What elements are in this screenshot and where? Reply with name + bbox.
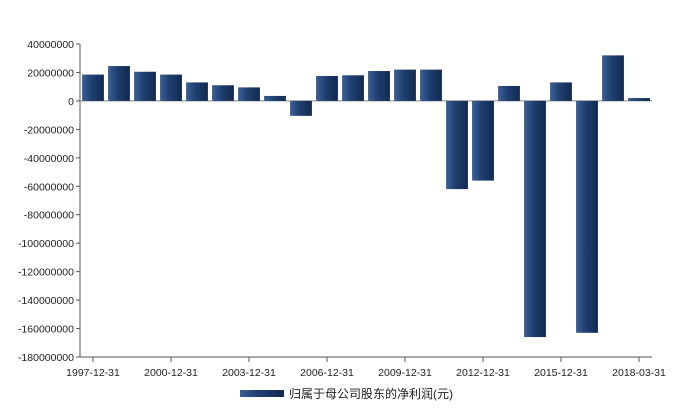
bar <box>264 95 286 101</box>
bar <box>576 100 598 333</box>
bar <box>160 74 182 101</box>
x-tick-label: 2009-12-31 <box>378 367 432 379</box>
bar <box>290 100 312 116</box>
bar <box>238 87 260 101</box>
bar <box>394 69 416 101</box>
y-tick-label: -120000000 <box>18 267 74 279</box>
bar <box>342 75 364 101</box>
x-tick-label: 2012-12-31 <box>456 367 510 379</box>
bar <box>186 82 208 101</box>
bar <box>446 100 468 190</box>
y-tick-label: -40000000 <box>24 153 74 165</box>
y-tick-label: -100000000 <box>18 238 74 250</box>
x-tick-label: 2003-12-31 <box>222 367 276 379</box>
y-tick-label: -140000000 <box>18 295 74 307</box>
bar <box>368 71 390 101</box>
bar <box>108 66 130 101</box>
x-axis: 1997-12-31 2000-12-31 2003-12-31 2006-12-31… <box>66 100 666 379</box>
y-tick-label: 0 <box>68 96 74 108</box>
legend-label: 归属于母公司股东的净利润(元) <box>289 386 453 401</box>
bar <box>316 76 338 101</box>
bar-series <box>82 55 650 338</box>
x-tick-label: 2000-12-31 <box>144 367 198 379</box>
y-tick-label: 20000000 <box>27 67 74 79</box>
bar <box>212 85 234 101</box>
x-tick-label: 2006-12-31 <box>300 367 354 379</box>
legend-swatch <box>240 390 284 397</box>
y-tick-label: -180000000 <box>18 352 74 364</box>
bar <box>550 82 572 101</box>
bar <box>420 69 442 101</box>
bar <box>472 100 494 181</box>
bar <box>134 71 156 101</box>
bar <box>498 85 520 101</box>
y-tick-label: -60000000 <box>24 181 74 193</box>
bar <box>602 55 624 101</box>
y-tick-label: -160000000 <box>18 324 74 336</box>
bar <box>628 98 650 101</box>
x-tick-label: 1997-12-31 <box>66 367 120 379</box>
bar <box>82 74 104 101</box>
y-axis: 40000000 20000000 0 -20000000 -40000000 -6000… <box>18 39 81 364</box>
y-tick-label: -20000000 <box>24 124 74 136</box>
x-tick-label: 2015-12-31 <box>534 367 588 379</box>
bar <box>524 100 546 338</box>
y-tick-label: 40000000 <box>27 39 74 51</box>
legend: 归属于母公司股东的净利润(元) <box>240 386 453 401</box>
x-tick-label: 2018-03-31 <box>612 367 666 379</box>
y-tick-label: -80000000 <box>24 210 74 222</box>
